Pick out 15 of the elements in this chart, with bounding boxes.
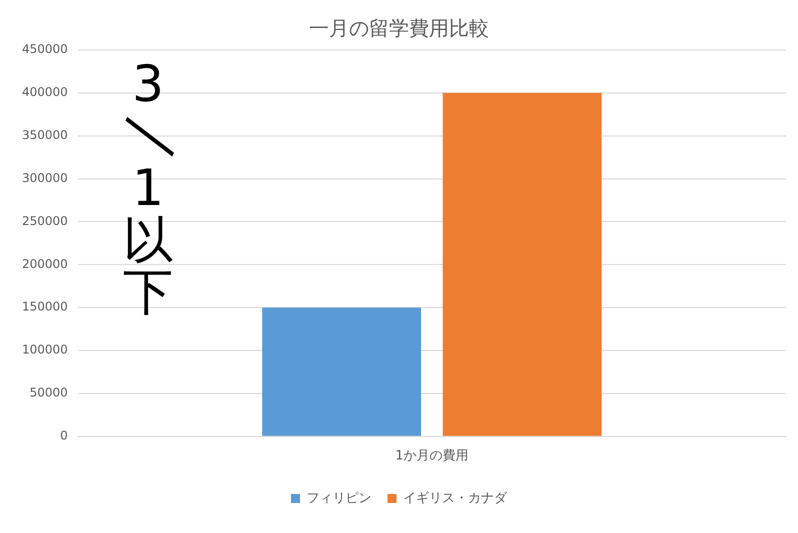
y-tick-label: 150000	[22, 300, 68, 314]
legend-label: イギリス・カナダ	[403, 490, 508, 506]
y-tick-label: 0	[60, 428, 68, 443]
annotation: 3/1以下	[108, 55, 188, 321]
y-tick-label: 450000	[22, 42, 68, 56]
y-tick-label: 50000	[30, 386, 68, 400]
y-tick-label: 250000	[22, 214, 68, 228]
y-tick-label: 300000	[22, 170, 68, 185]
legend-label: フィリピン	[306, 490, 372, 506]
y-tick-label: 100000	[22, 342, 68, 357]
y-tick-label: 200000	[22, 256, 68, 271]
chart-title: 一月の留学費用比較	[309, 16, 489, 40]
x-tick-label: 1か月の費用	[395, 448, 469, 464]
y-tick-label: 350000	[22, 128, 68, 142]
y-tick-label: 400000	[22, 85, 68, 100]
